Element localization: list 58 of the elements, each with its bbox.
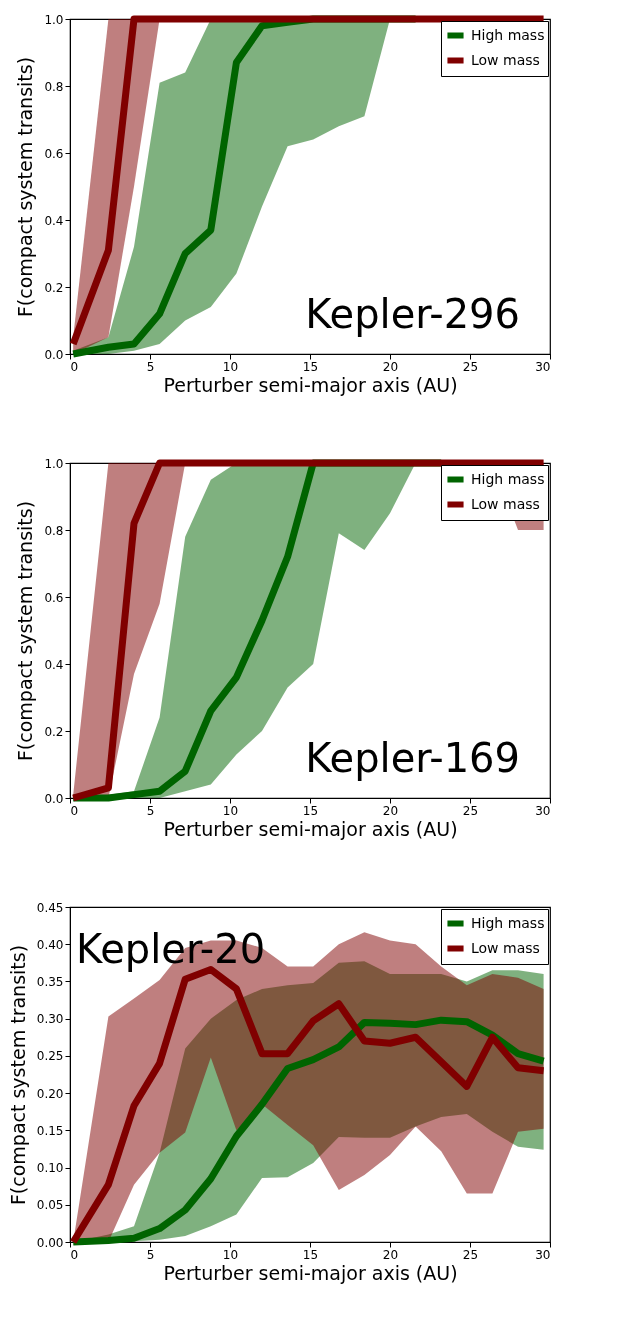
y-tick-label: 0.4 — [44, 657, 64, 672]
x-axis-title: Perturber semi-major axis (AU) — [163, 373, 458, 396]
y-tick-label: 0.20 — [36, 1086, 64, 1101]
y-tick-label: 0.10 — [36, 1161, 64, 1176]
legend-label: High mass — [471, 914, 545, 931]
y-tick-label: 0.00 — [36, 1235, 64, 1250]
y-tick-label: 1.0 — [44, 456, 64, 471]
y-tick-label: 0.35 — [36, 974, 64, 989]
x-tick-label: 5 — [146, 803, 155, 818]
annotation: Kepler-20 — [76, 926, 266, 972]
y-tick-label: 0.6 — [44, 146, 64, 161]
y-tick-label: 0.8 — [44, 523, 64, 538]
y-tick-label: 0.6 — [44, 590, 64, 605]
x-tick-label: 0 — [70, 1247, 79, 1262]
y-axis-title: F(compact system transits) — [14, 56, 37, 318]
y-tick-label: 0.2 — [44, 280, 64, 295]
x-tick-label: 30 — [535, 1247, 551, 1262]
y-tick-label: 0.8 — [44, 79, 64, 94]
y-axis-title: F(compact system transits) — [6, 944, 29, 1206]
legend-label: Low mass — [471, 939, 540, 956]
y-tick-label: 0.0 — [44, 791, 64, 806]
annotation: Kepler-169 — [305, 735, 520, 781]
annotation: Kepler-296 — [305, 291, 520, 337]
y-tick-label: 0.05 — [36, 1198, 64, 1213]
y-tick-label: 1.0 — [44, 12, 64, 27]
y-tick-label: 0.4 — [44, 213, 64, 228]
legend-label: High mass — [471, 26, 545, 43]
x-axis-title: Perturber semi-major axis (AU) — [163, 1261, 458, 1284]
x-tick-label: 30 — [535, 359, 551, 374]
x-tick-label: 20 — [382, 1247, 399, 1262]
y-tick-label: 0.2 — [44, 724, 64, 739]
x-tick-label: 0 — [70, 803, 79, 818]
x-tick-label: 25 — [462, 803, 479, 818]
x-axis-title: Perturber semi-major axis (AU) — [163, 817, 458, 840]
y-tick-label: 0.40 — [36, 937, 64, 952]
y-tick-label: 0.30 — [36, 1012, 64, 1027]
x-tick-label: 15 — [302, 359, 319, 374]
legend-label: Low mass — [471, 51, 540, 68]
y-tick-label: 0.25 — [36, 1049, 64, 1064]
x-tick-label: 0 — [70, 359, 79, 374]
x-tick-label: 15 — [302, 1247, 319, 1262]
x-tick-label: 15 — [302, 803, 319, 818]
x-tick-label: 5 — [146, 1247, 155, 1262]
y-tick-label: 0.15 — [36, 1123, 64, 1138]
x-tick-label: 25 — [462, 359, 479, 374]
x-tick-label: 10 — [222, 359, 239, 374]
x-tick-label: 30 — [535, 803, 551, 818]
x-tick-label: 10 — [222, 803, 239, 818]
x-tick-label: 20 — [382, 803, 399, 818]
x-tick-label: 5 — [146, 359, 155, 374]
x-tick-label: 10 — [222, 1247, 239, 1262]
legend-label: High mass — [471, 470, 545, 487]
x-tick-label: 20 — [382, 359, 399, 374]
y-tick-label: 0.45 — [36, 900, 64, 915]
legend-label: Low mass — [471, 495, 540, 512]
x-tick-label: 25 — [462, 1247, 479, 1262]
y-axis-title: F(compact system transits) — [14, 500, 37, 762]
y-tick-label: 0.0 — [44, 347, 64, 362]
